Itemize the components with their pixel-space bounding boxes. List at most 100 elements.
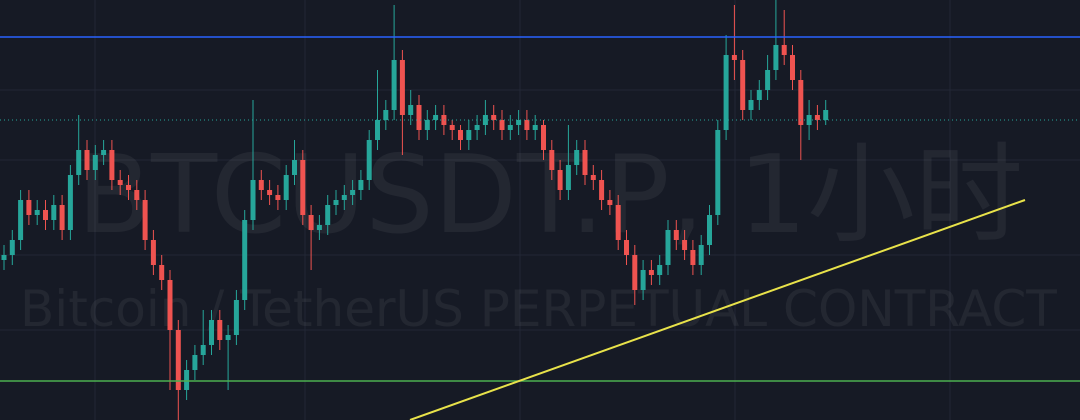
candle-body xyxy=(673,230,679,240)
candle-body xyxy=(482,115,488,125)
candle-body xyxy=(607,200,613,205)
candle-body xyxy=(341,195,347,200)
candle-body xyxy=(408,105,414,115)
candle-body xyxy=(1,255,7,260)
candle-body xyxy=(590,175,596,180)
candle-body xyxy=(316,225,322,230)
candle-body xyxy=(200,345,206,355)
candle-body xyxy=(184,370,190,390)
candle-body xyxy=(258,180,264,190)
candle-body xyxy=(117,180,123,185)
candle-body xyxy=(806,115,812,125)
candle-body xyxy=(233,300,239,335)
candle-body xyxy=(325,205,331,225)
candle-body xyxy=(167,280,173,330)
candle-body xyxy=(507,125,513,130)
candle-body xyxy=(283,175,289,200)
candle-body xyxy=(9,240,15,255)
candle-body xyxy=(109,150,115,180)
candle-body xyxy=(516,120,522,125)
candle-body xyxy=(267,190,273,195)
candle-body xyxy=(474,125,480,130)
candle-body xyxy=(557,170,563,190)
candle-body xyxy=(134,190,140,200)
candle-body xyxy=(358,180,364,190)
candle-body xyxy=(823,110,829,120)
candle-body xyxy=(541,125,546,150)
candle-body xyxy=(615,205,621,240)
candle-body xyxy=(624,240,629,255)
candle-body xyxy=(366,140,372,180)
trend-line xyxy=(409,199,1026,420)
candle-body xyxy=(740,60,746,110)
candle-body xyxy=(756,90,762,100)
candle-body xyxy=(92,155,98,170)
candle-body xyxy=(192,355,198,370)
candle-body xyxy=(690,250,696,265)
candle-body xyxy=(350,190,356,195)
candle-body xyxy=(599,180,605,200)
candle-body xyxy=(665,230,671,265)
candle-body xyxy=(491,115,497,120)
candle-body xyxy=(225,335,231,340)
candle-body xyxy=(565,165,571,190)
candle-body xyxy=(333,200,339,205)
candle-body xyxy=(549,150,555,170)
candle-body xyxy=(142,200,148,240)
candle-body xyxy=(308,215,314,230)
candle-body xyxy=(765,70,771,90)
candle-body xyxy=(466,130,472,140)
candle-body xyxy=(67,175,73,230)
candle-body xyxy=(524,120,530,130)
candle-body xyxy=(84,150,90,170)
candle-body xyxy=(773,45,779,70)
candle-body xyxy=(175,330,181,390)
candle-body xyxy=(657,265,663,275)
candle-body xyxy=(375,120,380,140)
candle-body xyxy=(640,270,646,290)
candle-body xyxy=(532,125,538,130)
candle-body xyxy=(682,240,688,250)
candle-body xyxy=(574,150,580,165)
candle-body xyxy=(399,60,405,115)
candle-body xyxy=(723,55,729,130)
candle-body xyxy=(34,210,40,215)
candle-body xyxy=(781,45,787,55)
candle-body xyxy=(424,120,430,130)
candle-body xyxy=(391,60,397,110)
candle-body xyxy=(76,150,82,175)
candle-body xyxy=(416,105,422,130)
candle-body xyxy=(814,115,820,120)
candle-body xyxy=(582,150,588,175)
candle-body xyxy=(59,205,65,230)
candle-body xyxy=(731,55,737,60)
candle-body xyxy=(275,195,281,200)
candle-body xyxy=(433,115,439,120)
candle-body xyxy=(441,115,447,125)
candle-body xyxy=(242,220,248,300)
candle-body xyxy=(383,110,389,120)
candle-body xyxy=(101,150,107,155)
candle-body xyxy=(632,255,638,290)
candle-body xyxy=(250,180,256,220)
candle-body xyxy=(499,120,505,130)
candle-body xyxy=(51,205,57,220)
candle-body xyxy=(18,200,24,240)
watermark-subtitle: Bitcoin / TetherUS PERPETUAL CONTRACT xyxy=(20,280,1057,338)
candle-body xyxy=(150,240,156,265)
candle-body xyxy=(300,160,306,215)
candle-body xyxy=(707,215,712,245)
candle-body xyxy=(648,270,654,275)
candle-body xyxy=(458,130,463,140)
candle-body xyxy=(715,130,721,215)
candle-body xyxy=(26,200,32,215)
candle-body xyxy=(217,320,223,340)
candle-body xyxy=(449,125,455,130)
candle-body xyxy=(209,320,214,345)
candle-body xyxy=(798,80,804,125)
candle-body xyxy=(292,160,297,175)
candle-body xyxy=(43,210,48,220)
candle-body xyxy=(790,55,795,80)
candle-body xyxy=(159,265,165,280)
